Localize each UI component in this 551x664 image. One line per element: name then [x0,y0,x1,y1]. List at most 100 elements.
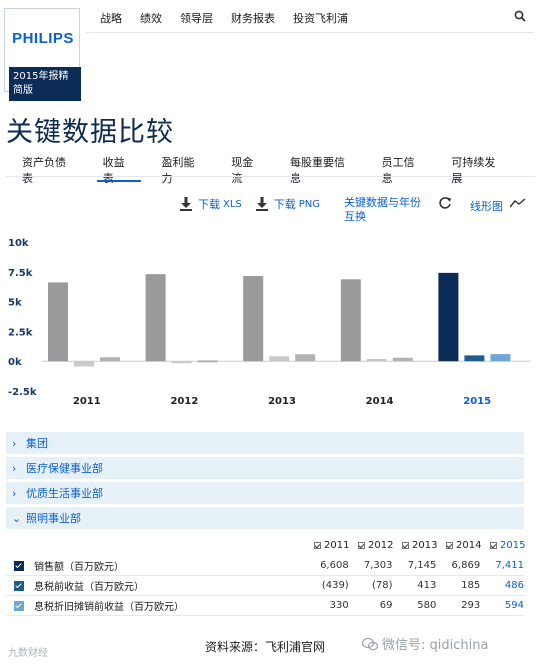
data-table: 销售额（百万欧元） 6,608 7,303 7,145 6,869 7,411 … [6,556,524,616]
table-row: 息税折旧摊销前收益（百万欧元） 330 69 580 293 594 [6,596,524,616]
checkbox-icon[interactable] [14,560,24,571]
table-cell: 7,411 [495,560,525,571]
bar [171,361,192,364]
download-xls-button[interactable]: 下载 XLS [180,196,242,212]
bar [74,361,94,367]
download-label: 下载 [198,198,220,211]
tab-per-share[interactable]: 每股重要信息 [290,156,345,185]
nav-item-performance[interactable]: 绩效 [140,12,162,25]
nav-item-financials[interactable]: 财务报表 [231,12,275,25]
year-toggle-2015[interactable]: 2015 [490,540,534,551]
wechat-id: 微信号: qidichina [382,638,489,653]
tab-employees[interactable]: 员工信息 [381,156,415,185]
watermark: 九数财经 [8,648,48,659]
divider [86,32,534,33]
top-navigation: 战略 绩效 领导层 财务报表 投资飞利浦 [100,10,366,26]
file-format: PNG [298,198,321,210]
line-chart-link[interactable]: 线形图 [470,200,503,213]
x-tick-label: 2015 [463,396,491,407]
checkbox-icon [490,542,497,549]
table-cell: 413 [417,580,437,591]
table-row: 销售额（百万欧元） 6,608 7,303 7,145 6,869 7,411 [6,556,524,576]
nav-item-leadership[interactable]: 领导层 [180,12,213,25]
table-cell: 486 [504,580,525,591]
bar [295,354,316,362]
download-label: 下载 [273,198,296,211]
chart-toolbar: 下载 XLS 下载 PNG 关键数据与年份互换 [180,196,430,224]
row-label: 息税前收益（百万欧元） [33,582,144,593]
tab-income-statement[interactable]: 收益表 [96,154,142,185]
accordion-label: 优质生活事业部 [26,487,103,500]
line-chart-icon[interactable] [510,198,526,208]
accordion-item-consumer-lifestyle[interactable]: › 优质生活事业部 [6,482,524,504]
year-toggle-2012[interactable]: 2012 [358,540,402,551]
bar [340,279,361,362]
download-png-button[interactable]: 下载 PNG [255,196,321,212]
checkbox-icon[interactable] [14,580,24,591]
tab-profitability[interactable]: 盈利能力 [161,156,195,185]
nav-item-investors[interactable]: 投资飞利浦 [293,12,348,25]
table-row: 息税前收益（百万欧元） (439) (78) 413 185 486 [6,576,524,596]
accordion-item-group[interactable]: › 集团 [6,432,524,454]
table-cell: 6,608 [320,560,349,571]
x-tick-label: 2011 [73,396,101,407]
accordion-item-lighting[interactable]: ⌄ 照明事业部 [6,507,524,529]
row-label: 销售额（百万欧元） [33,562,124,573]
table-cell: 7,145 [407,560,437,571]
download-icon [255,197,268,211]
x-tick-label: 2014 [366,396,394,407]
bar [145,274,166,362]
bar [48,282,68,362]
y-tick-label: 7.5k [8,268,33,279]
year-toggles: 2011 2012 2013 2014 2015 [314,540,534,551]
x-tick-label: 2013 [268,396,296,407]
checkbox-icon [314,542,321,549]
bar [392,357,413,362]
table-cell: 293 [461,600,481,611]
table-cell: (78) [372,580,393,591]
file-format: XLS [223,198,242,210]
table-cell: 6,869 [451,560,481,571]
table-cell: 580 [417,600,437,611]
download-icon [180,197,192,211]
tab-sustainability[interactable]: 可持续发展 [451,156,496,185]
tab-bar: 资产负债表 收益表 盈利能力 现金流 每股重要信息 员工信息 可持续发展 [22,154,532,185]
row-label: 息税折旧摊销前收益（百万欧元） [33,602,184,613]
accordion-label: 医疗保健事业部 [26,462,103,475]
source-caption: 资料来源：飞利浦官网 [205,640,326,654]
table-cell: 185 [461,580,481,591]
y-tick-label: 0k [8,357,22,368]
bar [100,357,120,362]
wechat-icon [362,637,378,650]
table-cell: 7,303 [363,560,393,571]
philips-logo: PHILIPS [12,29,74,47]
accordion-item-healthcare[interactable]: › 医疗保健事业部 [6,457,524,479]
search-icon[interactable] [514,10,526,22]
year-toggle-2013[interactable]: 2013 [402,540,446,551]
swap-axes-link[interactable]: 关键数据与年份互换 [344,196,422,223]
y-tick-label: 10k [8,238,29,249]
year-toggle-2014[interactable]: 2014 [446,540,490,551]
tab-balance-sheet[interactable]: 资产负债表 [22,156,66,185]
bar [243,276,264,362]
tab-cash-flow[interactable]: 现金流 [231,156,254,185]
y-tick-label: 5k [8,298,22,309]
chevron-right-icon: › [12,461,17,475]
checkbox-icon[interactable] [14,600,24,611]
y-tick-label: 2.5k [8,327,33,338]
table-cell: 594 [504,600,525,611]
checkbox-icon [358,542,365,549]
nav-item-strategy[interactable]: 战略 [100,12,122,25]
refresh-icon[interactable] [438,196,452,210]
year-toggle-2011[interactable]: 2011 [314,540,358,551]
bar-chart: 10k 7.5k 5k 2.5k 0k -2.5k 2011 2012 2013 2014 2015 [8,238,530,407]
chevron-right-icon: › [12,486,17,500]
chevron-down-icon: ⌄ [12,511,22,525]
bar [490,354,511,362]
philips-logo-block[interactable]: PHILIPS 2015年报精简版 [4,8,81,101]
chevron-right-icon: › [12,436,17,450]
y-tick-label: -2.5k [8,387,37,398]
accordion-label: 照明事业部 [26,512,81,525]
checkbox-icon [402,542,409,549]
table-cell: 69 [379,600,393,611]
